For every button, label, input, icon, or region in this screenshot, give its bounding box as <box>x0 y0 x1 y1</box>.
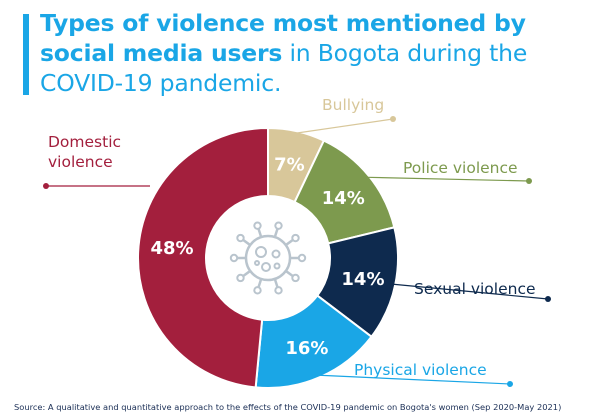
category-label-physical-violence: Physical violence <box>354 361 487 379</box>
slice-domestic-violence <box>137 126 269 389</box>
leader-dot-domestic-violence <box>43 183 49 189</box>
value-label-sexual-violence: 14% <box>341 269 384 290</box>
category-label-police-violence: Police violence <box>403 159 518 177</box>
leader-dot-physical-violence <box>507 381 513 387</box>
leader-line-sexual-violence <box>393 283 549 300</box>
leader-line-police-violence <box>367 176 530 182</box>
category-label-bullying: Bullying <box>322 96 384 114</box>
virus-icon <box>229 221 307 295</box>
category-label-domestic-violence: Domestic violence <box>48 133 121 171</box>
chart-title-bold: Types of violence most mentioned by soci… <box>40 9 526 67</box>
value-label-police-violence: 14% <box>322 188 365 209</box>
value-label-domestic-violence: 48% <box>150 238 193 259</box>
leader-dot-police-violence <box>526 178 532 184</box>
value-label-bullying: 7% <box>274 154 305 175</box>
leader-dot-bullying <box>390 116 396 122</box>
title-accent-bar <box>23 14 29 95</box>
leader-line-physical-violence <box>319 374 511 385</box>
category-label-sexual-violence: Sexual violence <box>414 280 536 298</box>
chart-title: Types of violence most mentioned by soci… <box>40 8 560 98</box>
chart-title-rest: in Bogota during the COVID-19 pandemic. <box>40 39 528 97</box>
leader-dot-sexual-violence <box>545 296 551 302</box>
value-label-physical-violence: 16% <box>285 338 328 359</box>
leader-line-bullying <box>296 118 394 134</box>
source-note: Source: A qualitative and quantitative a… <box>14 402 562 412</box>
